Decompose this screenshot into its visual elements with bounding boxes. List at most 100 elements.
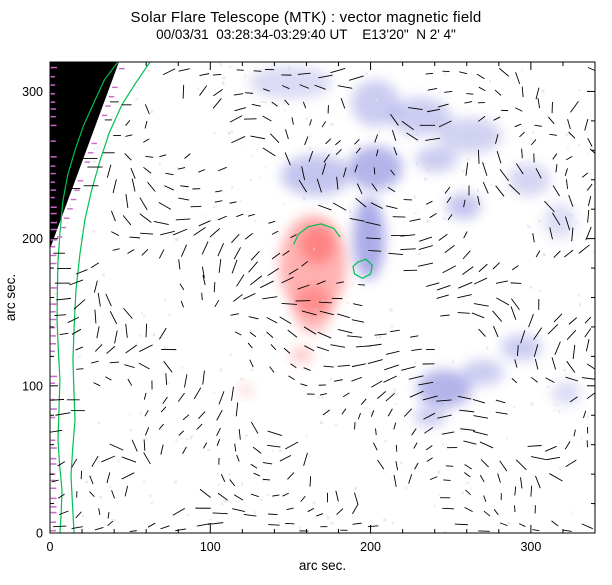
- plot-title: Solar Flare Telescope (MTK) : vector mag…: [130, 9, 482, 26]
- field-vector-tick: [316, 280, 326, 285]
- noise-speckle: [145, 437, 148, 441]
- noise-speckle: [579, 303, 581, 307]
- plot-subtitle: 00/03/31 03:28:34-03:29:40 UT E13'20" N …: [156, 27, 456, 42]
- field-vector-tick: [427, 88, 438, 91]
- field-vector-tick: [314, 84, 326, 90]
- field-vector-tick: [196, 423, 203, 430]
- field-vector-tick: [549, 133, 558, 136]
- field-vector-tick: [510, 298, 520, 310]
- field-vector-tick: [473, 415, 489, 419]
- field-vector-tick: [249, 359, 254, 368]
- field-vector-tick: [111, 490, 115, 499]
- field-vector-tick: [67, 316, 80, 323]
- field-vector-tick: [198, 220, 211, 227]
- field-vector-tick: [352, 522, 362, 525]
- noise-speckle: [250, 330, 253, 333]
- noise-speckle: [531, 131, 535, 134]
- field-vector-tick: [403, 408, 413, 417]
- y-tick-label: 200: [22, 232, 43, 246]
- field-vector-tick: [553, 313, 563, 323]
- noise-speckle: [365, 71, 368, 75]
- noise-speckle: [150, 502, 153, 505]
- field-vector-tick: [212, 73, 222, 76]
- noise-speckle: [512, 406, 517, 409]
- field-vector-tick: [516, 345, 519, 356]
- field-vector-tick: [143, 439, 146, 451]
- noise-speckle: [378, 334, 382, 339]
- noise-speckle: [77, 355, 82, 359]
- field-vector-tick: [340, 98, 346, 109]
- noise-speckle: [346, 301, 349, 304]
- field-vector-tick: [418, 381, 434, 386]
- field-vector-tick: [182, 446, 187, 454]
- noise-speckle: [173, 480, 177, 484]
- noise-speckle: [237, 436, 239, 440]
- noise-speckle: [541, 89, 545, 93]
- axis-labels-layer: 0 100 200 300 0 100 200 300 arc sec. arc sec.: [3, 85, 541, 573]
- field-vector-tick: [356, 183, 363, 195]
- field-vector-tick: [253, 472, 261, 477]
- noise-speckle: [228, 473, 231, 476]
- field-vector-tick: [493, 116, 501, 121]
- field-vector-tick: [93, 280, 98, 293]
- field-vector-tick: [565, 459, 577, 468]
- field-vector-tick: [262, 147, 276, 157]
- field-vector-tick: [232, 508, 245, 513]
- field-vector-tick: [244, 92, 254, 94]
- field-vector-tick: [125, 344, 137, 354]
- field-vector-tick: [233, 93, 244, 96]
- field-vector-tick: [347, 335, 363, 338]
- field-vector-tick: [462, 250, 471, 260]
- noise-speckle: [576, 220, 579, 224]
- field-vector-tick: [318, 301, 332, 304]
- field-vector-tick: [109, 361, 120, 364]
- field-vector-tick: [262, 88, 270, 92]
- field-vector-tick: [75, 346, 84, 351]
- field-vector-tick: [231, 233, 240, 243]
- field-vector-tick: [193, 387, 202, 400]
- field-vector-tick: [533, 344, 539, 357]
- noise-speckle: [264, 165, 267, 168]
- field-vector-tick: [373, 167, 376, 175]
- field-vector-tick: [164, 185, 174, 191]
- field-vector-tick: [267, 444, 281, 448]
- field-vector-tick: [569, 396, 578, 403]
- noise-speckle: [354, 487, 357, 490]
- field-vector-tick: [75, 269, 88, 275]
- field-vector-tick: [131, 439, 138, 452]
- noise-speckle: [282, 202, 285, 205]
- field-vector-tick: [182, 84, 185, 99]
- field-vector-tick: [585, 339, 590, 352]
- noise-speckle: [486, 346, 489, 350]
- noise-speckle: [53, 292, 56, 295]
- field-vector-tick: [106, 472, 111, 484]
- field-vector-tick: [57, 461, 66, 467]
- field-vector-tick: [495, 134, 499, 144]
- field-vector-tick: [515, 107, 523, 112]
- field-vector-tick: [532, 529, 540, 532]
- field-vector-tick: [499, 68, 510, 77]
- field-vector-tick: [215, 190, 223, 193]
- limb-contour: [352, 258, 373, 280]
- polarity-blob-negative: [508, 163, 551, 196]
- field-vector-tick: [472, 399, 486, 404]
- limb-contour: [70, 62, 151, 533]
- field-vector-tick: [562, 529, 572, 532]
- field-vector-tick: [384, 364, 399, 371]
- field-vector-tick: [309, 476, 312, 487]
- polarity-blob-layer: [239, 66, 581, 428]
- field-vector-tick: [393, 422, 397, 430]
- field-vector-tick: [555, 164, 558, 173]
- field-vector-tick: [165, 373, 168, 385]
- field-vector-tick: [124, 485, 129, 497]
- field-vector-tick: [301, 310, 317, 316]
- field-vector-tick: [464, 101, 473, 104]
- field-vector-tick: [216, 439, 221, 447]
- field-vector-tick: [105, 376, 112, 381]
- field-vector-tick: [71, 458, 78, 468]
- field-vector-tick: [199, 73, 210, 76]
- field-vector-tick: [438, 233, 448, 241]
- field-vector-tick: [408, 107, 423, 111]
- field-vector-tick: [530, 139, 537, 146]
- noise-speckle: [138, 334, 142, 338]
